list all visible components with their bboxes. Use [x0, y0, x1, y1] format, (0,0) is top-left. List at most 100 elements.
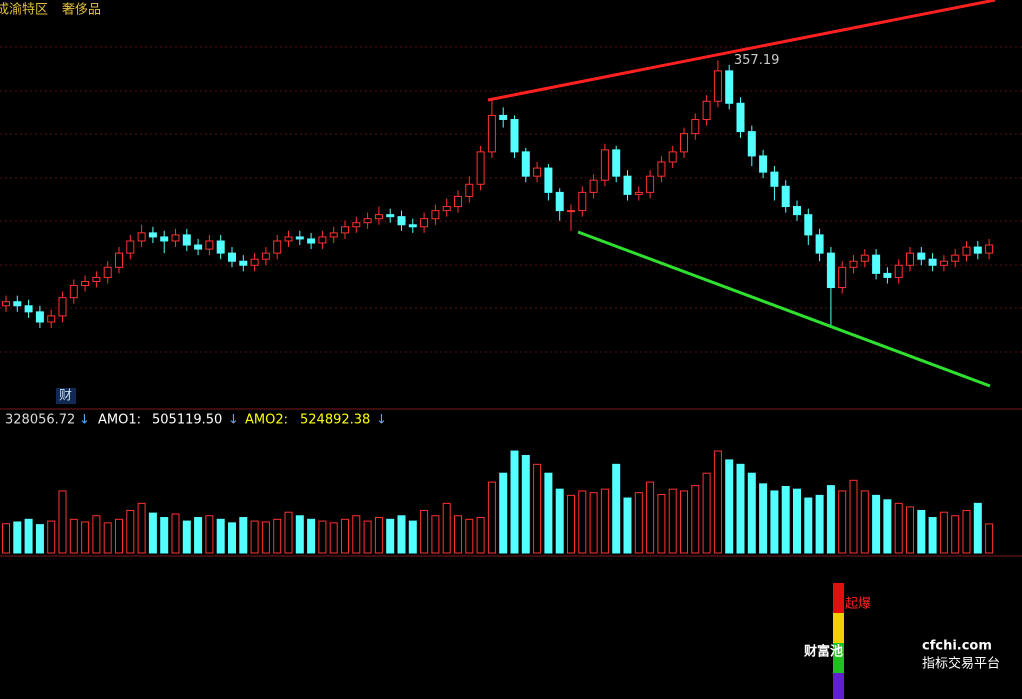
candle-body — [2, 301, 10, 307]
volume-bar — [883, 499, 892, 554]
support-trend-line — [577, 230, 991, 388]
signal-segment — [833, 673, 844, 699]
volume-bar — [205, 515, 214, 554]
volume-bar — [115, 518, 123, 554]
candle-body — [171, 234, 180, 242]
volume-bar — [2, 523, 10, 554]
candle-body — [736, 102, 745, 133]
high-label: 357.19 — [734, 53, 780, 68]
candle-body — [680, 133, 688, 153]
volume-bar — [928, 517, 937, 554]
candle-body — [92, 276, 101, 282]
grid-decoration — [0, 46, 1022, 557]
volume-bar — [81, 521, 90, 554]
volume-bar — [239, 517, 248, 554]
volume-bar — [431, 515, 440, 554]
volume-bar — [420, 509, 429, 554]
volume-bar — [849, 479, 858, 554]
sector-name: 奢侈品 — [62, 3, 101, 18]
volume-bar — [194, 517, 203, 554]
volume-bar — [454, 515, 462, 554]
candle-body — [386, 214, 395, 218]
volume-bar — [657, 493, 666, 554]
volume-bar — [318, 520, 327, 554]
candle-body — [35, 311, 44, 323]
candle-body — [906, 252, 914, 266]
volume-bar — [13, 521, 22, 554]
candle-body — [589, 179, 598, 193]
candle-body — [702, 100, 711, 120]
volume-bar — [612, 463, 621, 554]
candle-body — [894, 264, 903, 278]
volume-bar — [951, 515, 960, 554]
candle-body — [713, 70, 722, 102]
candle-body — [115, 252, 123, 268]
candle-body — [872, 254, 881, 274]
volume-bar — [171, 513, 180, 554]
candle-body — [397, 216, 406, 226]
candle-body — [612, 149, 621, 177]
volume-bar — [521, 454, 530, 554]
candle-body — [838, 266, 847, 289]
indicator-value: 505119.50 — [152, 413, 222, 428]
volume-bar — [465, 518, 474, 554]
candle-body — [578, 191, 587, 212]
candle-body — [804, 214, 813, 236]
candle-body — [657, 161, 666, 177]
volume-bar — [341, 518, 349, 554]
volume-bar — [770, 490, 779, 554]
volume-bar — [363, 520, 372, 554]
candle-body — [431, 210, 440, 220]
volume-bar — [295, 515, 304, 554]
volume-bar — [58, 490, 67, 554]
resistance-trend-line — [487, 0, 996, 102]
volume-bar — [781, 486, 790, 554]
volume-bar — [860, 490, 869, 554]
candle-body — [148, 232, 157, 238]
candle-body — [182, 234, 191, 246]
candle-body — [126, 240, 135, 254]
volume-bar — [397, 515, 406, 554]
volume-bar — [600, 488, 609, 554]
volume-bar — [284, 511, 293, 554]
candle-body — [363, 218, 372, 224]
candle-body — [883, 272, 892, 278]
candle-body — [454, 195, 462, 208]
candle-body — [770, 171, 779, 187]
volume-bar — [680, 490, 688, 554]
volume-bar — [725, 459, 734, 554]
candle-body — [408, 224, 417, 228]
candle-body — [58, 297, 67, 317]
candle-body — [341, 226, 349, 234]
watermark-tagline: 指标交易平台 — [922, 656, 1000, 672]
candle-body — [103, 266, 112, 278]
candle-body — [13, 301, 22, 307]
volume-bar — [329, 522, 338, 554]
candle-body — [510, 118, 519, 153]
candle-body — [917, 252, 926, 260]
candle-body — [815, 234, 824, 254]
arrow: ↓ — [228, 413, 239, 428]
volume-bar — [759, 483, 768, 554]
volume-bar — [713, 450, 722, 554]
volume-bar — [216, 518, 225, 554]
volume-bar — [250, 520, 259, 554]
volume-bar — [126, 509, 135, 554]
volume-bar — [838, 490, 847, 554]
candle-body — [849, 260, 858, 268]
candle-body — [781, 185, 790, 208]
volume-bar — [24, 518, 33, 554]
volume-bar — [69, 518, 78, 554]
candle-body — [646, 175, 655, 193]
candle-body — [47, 315, 56, 323]
candle-body — [284, 236, 293, 242]
candle-body — [759, 155, 768, 173]
candle-body — [487, 114, 496, 153]
volume-bar — [103, 522, 112, 554]
candle-body — [928, 258, 937, 266]
signal-segment — [833, 643, 844, 673]
volume-bar — [793, 488, 801, 554]
arrow: ↓ — [376, 413, 387, 428]
candle-body — [374, 214, 383, 220]
